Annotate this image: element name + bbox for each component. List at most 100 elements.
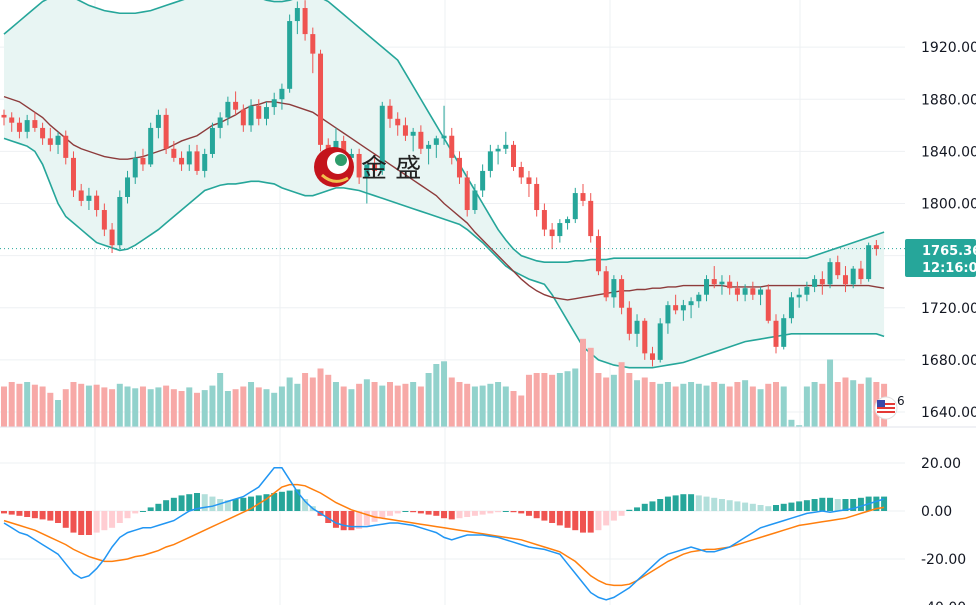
candle-body[interactable] xyxy=(256,105,262,119)
candlestick[interactable] xyxy=(464,170,470,217)
candle-body[interactable] xyxy=(395,118,401,126)
candlestick[interactable] xyxy=(225,96,231,126)
candlestick[interactable] xyxy=(47,127,53,152)
candle-body[interactable] xyxy=(179,157,185,165)
candlestick[interactable] xyxy=(233,91,239,115)
candlestick[interactable] xyxy=(696,292,702,308)
candle-body[interactable] xyxy=(657,323,663,360)
candle-body[interactable] xyxy=(132,157,138,178)
candlestick[interactable] xyxy=(209,122,215,158)
candle-body[interactable] xyxy=(356,153,362,178)
candlestick[interactable] xyxy=(356,148,362,184)
candle-body[interactable] xyxy=(364,164,370,178)
candlestick[interactable] xyxy=(611,275,617,308)
candle-body[interactable] xyxy=(719,281,725,285)
candlestick[interactable] xyxy=(101,203,107,237)
candle-body[interactable] xyxy=(588,200,594,237)
candle-body[interactable] xyxy=(318,53,324,145)
candlestick[interactable] xyxy=(294,1,300,35)
candle-body[interactable] xyxy=(310,34,316,54)
candle-body[interactable] xyxy=(642,320,648,354)
candlestick[interactable] xyxy=(472,183,478,214)
candlestick[interactable] xyxy=(503,131,509,154)
candlestick[interactable] xyxy=(387,99,393,128)
candle-body[interactable] xyxy=(94,195,100,211)
us-flag-icon[interactable]: 6 xyxy=(874,394,905,420)
candle-body[interactable] xyxy=(372,164,378,171)
candle-body[interactable] xyxy=(78,190,84,201)
candlestick[interactable] xyxy=(456,151,462,184)
candle-body[interactable] xyxy=(773,320,779,347)
candle-body[interactable] xyxy=(240,109,246,126)
candlestick[interactable] xyxy=(433,135,439,158)
candlestick[interactable] xyxy=(480,164,486,197)
candlestick[interactable] xyxy=(186,144,192,171)
candlestick[interactable] xyxy=(873,239,879,256)
candle-body[interactable] xyxy=(549,229,555,237)
candle-body[interactable] xyxy=(850,268,856,285)
candle-body[interactable] xyxy=(688,301,694,306)
candle-body[interactable] xyxy=(163,114,169,149)
candle-body[interactable] xyxy=(819,279,825,285)
candle-body[interactable] xyxy=(495,148,501,152)
candlestick[interactable] xyxy=(9,112,15,132)
candlestick[interactable] xyxy=(263,101,269,126)
candle-body[interactable] xyxy=(287,21,293,89)
candle-body[interactable] xyxy=(217,117,223,128)
candlestick[interactable] xyxy=(657,318,663,363)
candlestick[interactable] xyxy=(140,148,146,171)
candle-body[interactable] xyxy=(125,177,131,197)
candle-body[interactable] xyxy=(788,297,794,319)
candle-body[interactable] xyxy=(765,289,771,321)
candlestick[interactable] xyxy=(364,164,370,204)
candlestick[interactable] xyxy=(287,14,293,93)
candle-body[interactable] xyxy=(619,279,625,308)
candle-body[interactable] xyxy=(580,193,586,201)
candle-body[interactable] xyxy=(379,105,385,171)
candle-body[interactable] xyxy=(464,177,470,211)
candlestick[interactable] xyxy=(217,112,223,139)
candle-body[interactable] xyxy=(727,281,733,289)
candlestick[interactable] xyxy=(781,314,787,350)
candle-body[interactable] xyxy=(456,157,462,178)
candle-body[interactable] xyxy=(511,144,517,168)
candlestick[interactable] xyxy=(487,144,493,178)
candle-body[interactable] xyxy=(711,279,717,285)
candle-body[interactable] xyxy=(758,289,764,295)
candle-body[interactable] xyxy=(534,183,540,211)
candlestick[interactable] xyxy=(402,117,408,141)
candle-body[interactable] xyxy=(202,153,208,171)
candle-body[interactable] xyxy=(487,151,493,171)
candle-body[interactable] xyxy=(294,8,300,22)
candlestick[interactable] xyxy=(63,130,69,165)
candle-body[interactable] xyxy=(595,236,601,272)
candle-body[interactable] xyxy=(503,144,509,149)
candle-body[interactable] xyxy=(348,153,354,158)
macd-axis[interactable]: 20.00 0.00 -20.00 -40.00 xyxy=(921,456,966,605)
candlestick[interactable] xyxy=(395,112,401,136)
candle-body[interactable] xyxy=(148,127,154,165)
candle-body[interactable] xyxy=(302,8,308,35)
candle-body[interactable] xyxy=(858,268,864,280)
candle-body[interactable] xyxy=(804,286,810,295)
candlestick[interactable] xyxy=(256,99,262,126)
candle-body[interactable] xyxy=(433,138,439,145)
candlestick[interactable] xyxy=(148,122,154,168)
candlestick[interactable] xyxy=(94,190,100,217)
candle-body[interactable] xyxy=(117,196,123,246)
candlestick[interactable] xyxy=(32,112,38,132)
candle-body[interactable] xyxy=(750,288,756,295)
candlestick[interactable] xyxy=(603,266,609,302)
candle-body[interactable] xyxy=(611,279,617,298)
candlestick[interactable] xyxy=(318,49,324,152)
candle-body[interactable] xyxy=(827,262,833,285)
candle-body[interactable] xyxy=(665,305,671,324)
candlestick[interactable] xyxy=(680,299,686,321)
candlestick[interactable] xyxy=(619,275,625,315)
candlestick[interactable] xyxy=(765,284,771,324)
candle-body[interactable] xyxy=(410,131,416,136)
candlestick[interactable] xyxy=(750,281,756,300)
candlestick[interactable] xyxy=(310,27,316,74)
candlestick[interactable] xyxy=(588,193,594,243)
candlestick[interactable] xyxy=(40,122,46,145)
